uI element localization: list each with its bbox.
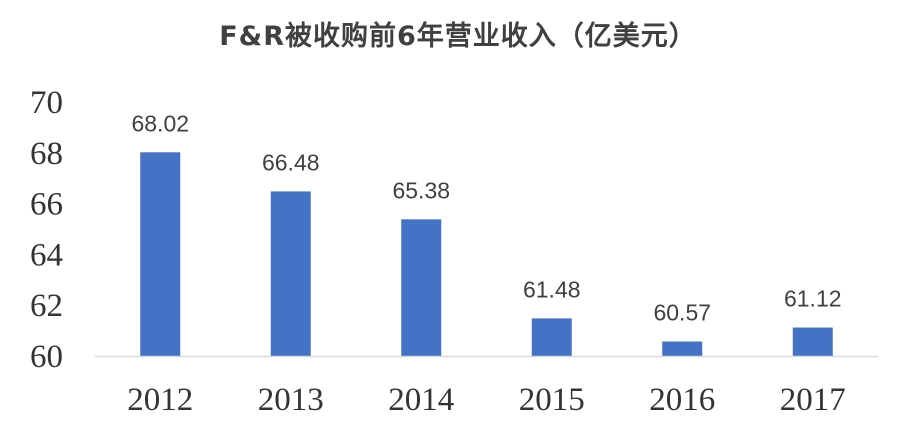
data-label-2016: 60.57 [653, 300, 711, 326]
bar-2015 [531, 318, 572, 356]
bar-2012 [140, 152, 181, 356]
bar-2017 [792, 327, 833, 356]
data-labels: 68.02 66.48 65.38 61.48 60.57 61.12 [131, 110, 841, 325]
bar-2016 [662, 341, 703, 356]
x-tick-label-2017: 2017 [780, 382, 846, 418]
x-tick-label-2012: 2012 [127, 382, 193, 418]
x-tick-label-2013: 2013 [258, 382, 324, 418]
y-tick-label: 64 [30, 237, 63, 273]
data-label-2012: 68.02 [131, 110, 189, 136]
bar-2014 [401, 219, 442, 356]
y-tick-label: 60 [30, 339, 63, 375]
y-tick-label: 70 [30, 85, 63, 121]
data-label-2017: 61.12 [784, 286, 842, 312]
y-tick-label: 62 [30, 288, 63, 324]
x-axis-ticks: 2012 2013 2014 2015 2016 2017 [127, 382, 846, 418]
bar-2013 [270, 191, 311, 356]
y-tick-label: 66 [30, 187, 63, 223]
bars [140, 152, 833, 356]
data-label-2014: 65.38 [392, 177, 450, 203]
x-tick-label-2014: 2014 [388, 382, 454, 418]
data-label-2015: 61.48 [523, 276, 581, 302]
y-axis-ticks: 60 62 64 66 68 70 [30, 85, 63, 375]
chart-title: F&R被收购前6年营业收入（亿美元） [219, 21, 697, 52]
y-tick-label: 68 [30, 136, 63, 172]
x-tick-label-2016: 2016 [649, 382, 715, 418]
data-label-2013: 66.48 [262, 149, 320, 175]
x-tick-label-2015: 2015 [519, 382, 585, 418]
